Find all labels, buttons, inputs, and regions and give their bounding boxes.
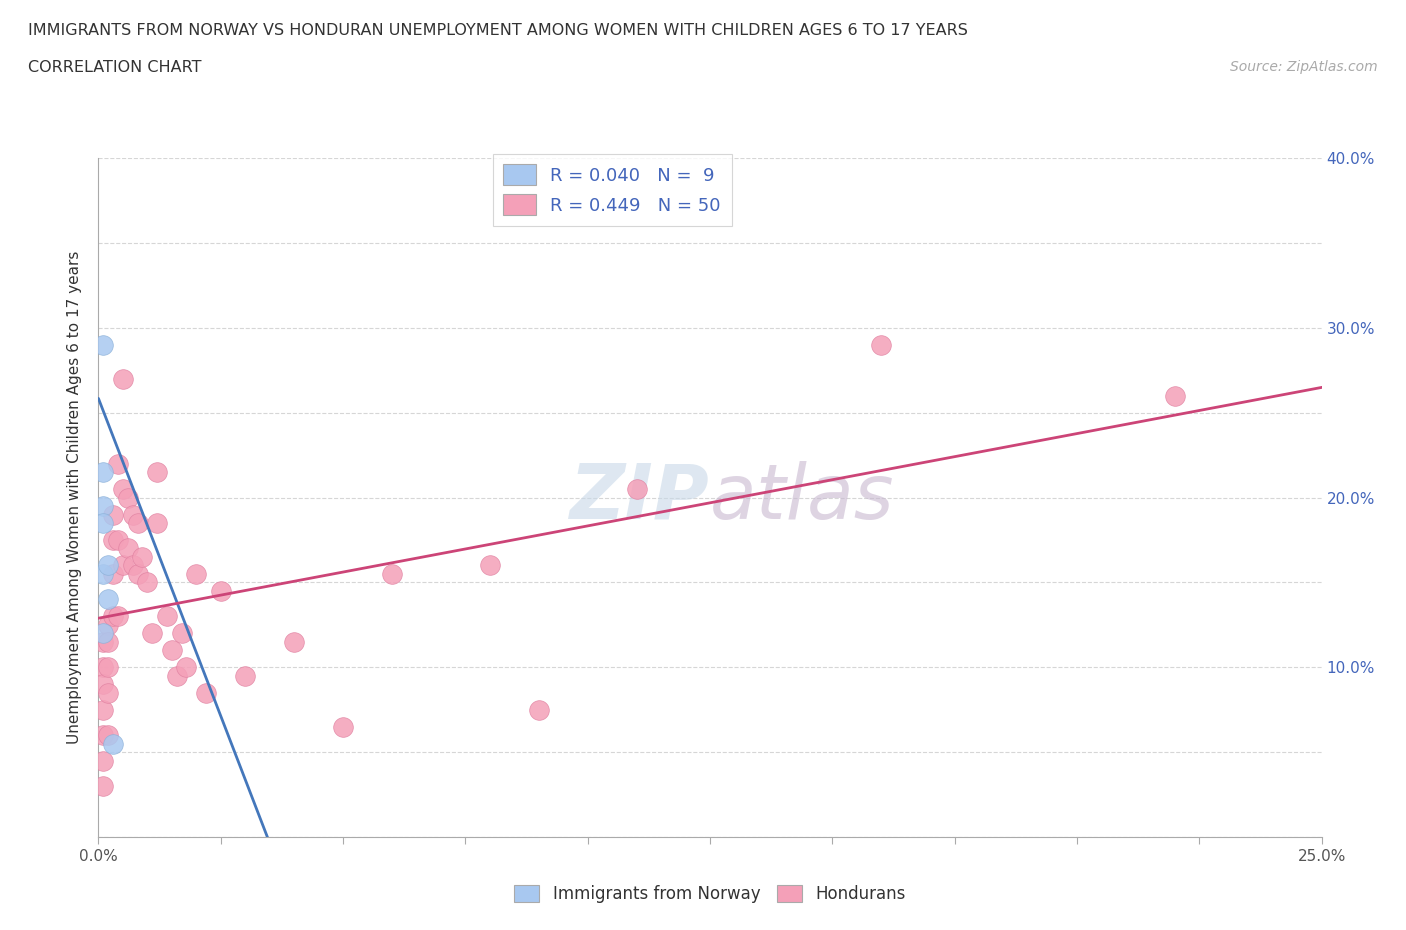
Point: [91, 660, 114, 675]
Point: [121, 507, 143, 522]
Point: [381, 566, 404, 581]
Point: [527, 702, 550, 717]
Point: [141, 626, 163, 641]
Point: [97, 592, 120, 607]
Point: [91, 727, 114, 742]
Point: [107, 609, 129, 624]
Point: [111, 371, 134, 386]
Point: [209, 583, 232, 598]
Point: [146, 465, 169, 480]
Text: Source: ZipAtlas.com: Source: ZipAtlas.com: [1230, 60, 1378, 74]
Point: [233, 669, 256, 684]
Point: [91, 634, 114, 649]
Point: [166, 669, 188, 684]
Point: [146, 515, 169, 530]
Point: [91, 753, 114, 768]
Point: [127, 566, 149, 581]
Point: [117, 541, 139, 556]
Point: [101, 533, 124, 548]
Point: [186, 566, 208, 581]
Point: [91, 702, 114, 717]
Point: [97, 727, 120, 742]
Point: [97, 685, 120, 700]
Point: [97, 634, 120, 649]
Point: [117, 490, 139, 505]
Point: [107, 533, 129, 548]
Point: [111, 558, 134, 573]
Point: [97, 618, 120, 632]
Y-axis label: Unemployment Among Women with Children Ages 6 to 17 years: Unemployment Among Women with Children A…: [67, 251, 83, 744]
Point: [127, 515, 149, 530]
Point: [478, 558, 501, 573]
Point: [156, 609, 179, 624]
Point: [332, 719, 354, 734]
Point: [283, 634, 305, 649]
Point: [91, 677, 114, 692]
Legend: Immigrants from Norway, Hondurans: Immigrants from Norway, Hondurans: [508, 879, 912, 910]
Point: [626, 482, 648, 497]
Point: [91, 498, 114, 513]
Point: [170, 626, 193, 641]
Point: [97, 660, 120, 675]
Point: [111, 482, 134, 497]
Point: [97, 558, 120, 573]
Text: IMMIGRANTS FROM NORWAY VS HONDURAN UNEMPLOYMENT AMONG WOMEN WITH CHILDREN AGES 6: IMMIGRANTS FROM NORWAY VS HONDURAN UNEMP…: [28, 23, 967, 38]
Point: [91, 566, 114, 581]
Point: [1164, 389, 1187, 404]
Point: [107, 457, 129, 472]
Text: atlas: atlas: [710, 460, 894, 535]
Point: [91, 626, 114, 641]
Point: [870, 338, 893, 352]
Point: [160, 643, 183, 658]
Point: [101, 609, 124, 624]
Point: [91, 338, 114, 352]
Point: [195, 685, 218, 700]
Point: [101, 566, 124, 581]
Point: [131, 550, 153, 565]
Text: ZIP: ZIP: [571, 460, 710, 535]
Point: [136, 575, 159, 590]
Point: [91, 515, 114, 530]
Point: [101, 507, 124, 522]
Point: [91, 778, 114, 793]
Text: CORRELATION CHART: CORRELATION CHART: [28, 60, 201, 75]
Point: [101, 737, 124, 751]
Point: [91, 465, 114, 480]
Point: [121, 558, 143, 573]
Point: [176, 660, 198, 675]
